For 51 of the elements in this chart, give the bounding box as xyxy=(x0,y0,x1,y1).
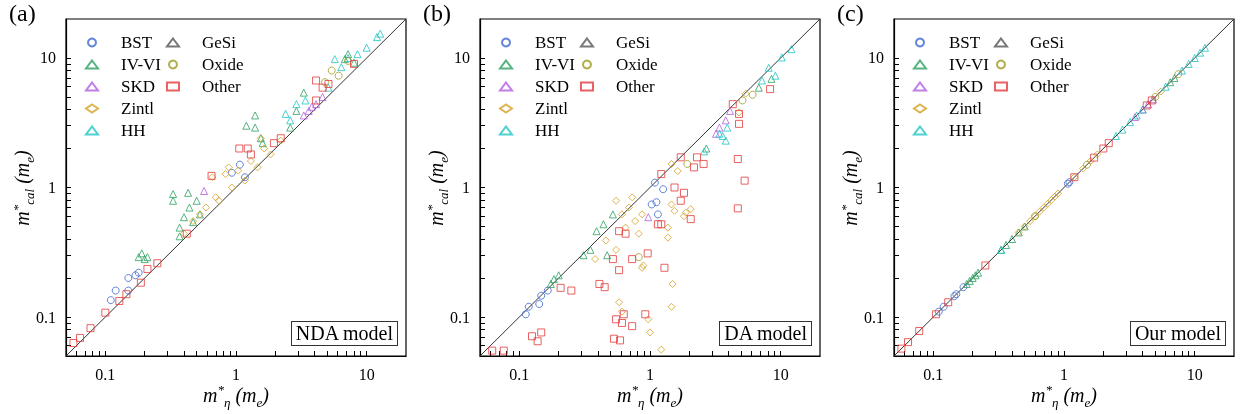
legend-label: Zintl xyxy=(121,99,155,118)
legend-label: Other xyxy=(1029,77,1070,96)
y-tick-label: 1 xyxy=(48,179,56,196)
x-axis-title: m$^{*}$$_{η}$ (m$_{e}$) xyxy=(203,382,269,411)
y-tick-label: 10 xyxy=(868,49,884,67)
x-tick-label: 0.1 xyxy=(95,365,116,383)
legend-label: SKD xyxy=(535,77,570,96)
legend-label: BST xyxy=(535,33,567,52)
x-tick-label: 0.1 xyxy=(509,365,530,383)
legend-label: IV-VI xyxy=(535,55,576,74)
x-tick-label: 0.1 xyxy=(923,365,944,383)
legend-label: Oxide xyxy=(1029,55,1072,74)
x-tick-label: 10 xyxy=(358,365,375,383)
legend-label: Oxide xyxy=(201,55,244,74)
legend-label: Other xyxy=(201,77,242,96)
legend-label: SKD xyxy=(121,77,156,96)
legend-label: BST xyxy=(949,33,981,52)
legend-label: GeSi xyxy=(201,33,237,52)
legend-label: IV-VI xyxy=(949,55,990,74)
legend-label: IV-VI xyxy=(121,55,162,74)
y-tick-label: 0.1 xyxy=(450,308,470,326)
annotation: DA model xyxy=(719,321,812,346)
legend-label: GeSi xyxy=(1029,33,1065,52)
x-tick-label: 10 xyxy=(772,365,789,383)
legend-label: Oxide xyxy=(615,55,658,74)
legend-label: HH xyxy=(121,121,146,140)
chart-title: (c) xyxy=(837,0,864,26)
y-tick-label: 0.1 xyxy=(36,308,56,326)
legend-label: Other xyxy=(615,77,656,96)
x-axis-title: m$^{*}$$_{η}$ (m$_{e}$) xyxy=(617,382,683,411)
x-tick-label: 1 xyxy=(1060,365,1068,383)
legend-label: Zintl xyxy=(535,99,569,118)
annotation: NDA model xyxy=(290,321,398,346)
x-axis-title: m$^{*}$$_{η}$ (m$_{e}$) xyxy=(1031,382,1097,411)
legend-label: BST xyxy=(121,33,153,52)
legend-label: HH xyxy=(535,121,560,140)
y-tick-label: 1 xyxy=(462,179,470,196)
x-tick-label: 10 xyxy=(1186,365,1203,383)
x-tick-label: 1 xyxy=(232,365,240,383)
y-tick-label: 10 xyxy=(40,49,56,67)
x-tick-label: 1 xyxy=(646,365,654,383)
legend-label: Zintl xyxy=(949,99,983,118)
annotation: Our model xyxy=(1129,321,1226,346)
chart-title: (b) xyxy=(423,0,451,26)
legend-label: SKD xyxy=(949,77,984,96)
legend-label: HH xyxy=(949,121,974,140)
y-tick-label: 10 xyxy=(454,49,470,67)
legend-label: GeSi xyxy=(615,33,651,52)
y-tick-label: 0.1 xyxy=(864,308,884,326)
chart-title: (a) xyxy=(9,0,36,26)
y-tick-label: 1 xyxy=(876,179,884,196)
